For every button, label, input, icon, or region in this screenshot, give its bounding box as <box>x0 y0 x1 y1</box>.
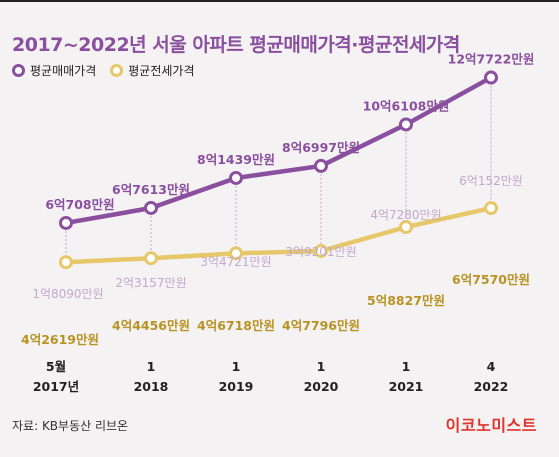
jeonse-point <box>484 201 498 216</box>
gap-label: 1억8090만원 <box>32 287 103 301</box>
x-tick-month: 1 <box>402 359 411 374</box>
jeonse-data-label: 4억6718만원 <box>197 318 275 333</box>
x-tick-year: 2017년 <box>33 379 79 394</box>
sale-point <box>229 170 243 185</box>
jeonse-data-label: 4억2619만원 <box>21 332 99 347</box>
legend-label-sale: 평균매매가격 <box>30 64 97 78</box>
jeonse-line <box>65 205 492 265</box>
chart-title: 2017~2022년 서울 아파트 평균매매가격·평균전세가격 <box>12 34 460 56</box>
x-tick-year: 2018 <box>134 379 169 394</box>
sale-data-label: 10억6108만원 <box>363 98 450 113</box>
x-tick-month: 1 <box>147 359 156 374</box>
gap-label: 6억152만원 <box>459 174 523 188</box>
sale-data-label: 6억7613만원 <box>112 182 190 197</box>
sale-data-label: 12억7722만원 <box>448 52 535 67</box>
x-tick-month: 4 <box>487 359 496 374</box>
jeonse-data-label: 4억7796만원 <box>282 318 360 333</box>
jeonse-data-label: 5억8827만원 <box>367 293 445 308</box>
source-note: 자료: KB부동산 리브온 <box>12 419 129 433</box>
x-tick-month: 5월 <box>46 359 66 374</box>
legend: 평균매매가격 평균전세가격 <box>12 62 209 79</box>
x-tick-year: 2019 <box>219 379 254 394</box>
legend-item-sale: 평균매매가격 <box>12 62 96 79</box>
sale-point <box>144 200 158 215</box>
gap-label: 3억9201만원 <box>285 245 356 259</box>
jeonse-point <box>399 220 413 235</box>
gap-label: 4억7280만원 <box>370 208 441 222</box>
sale-point <box>59 215 73 230</box>
x-tick-month: 1 <box>232 359 241 374</box>
legend-marker-sale <box>12 64 25 77</box>
sale-point <box>399 117 413 132</box>
x-tick-year: 2020 <box>304 379 339 394</box>
sale-point <box>484 70 498 85</box>
legend-label-jeonse: 평균전세가격 <box>128 64 195 78</box>
sale-data-label: 8억6997만원 <box>282 140 360 155</box>
x-tick-month: 1 <box>317 359 326 374</box>
gap-label: 3억4721만원 <box>200 255 271 269</box>
x-tick-year: 2022 <box>474 379 509 394</box>
sale-data-label: 6억708만원 <box>45 197 114 212</box>
jeonse-point <box>144 251 158 266</box>
x-tick-year: 2021 <box>389 379 424 394</box>
sale-line <box>65 75 493 226</box>
brand-logo: 이코노미스트 <box>445 416 537 435</box>
sale-point <box>314 158 328 173</box>
jeonse-data-label: 6억7570만원 <box>452 272 530 287</box>
jeonse-point <box>59 255 73 270</box>
jeonse-point <box>229 246 243 261</box>
jeonse-point <box>314 243 328 258</box>
legend-item-jeonse: 평균전세가격 <box>110 62 195 79</box>
top-rule <box>0 0 559 2</box>
gap-label: 2억3157만원 <box>115 276 186 290</box>
sale-data-label: 8억1439만원 <box>197 152 275 167</box>
jeonse-data-label: 4억4456만원 <box>112 318 190 333</box>
legend-marker-jeonse <box>110 64 124 77</box>
